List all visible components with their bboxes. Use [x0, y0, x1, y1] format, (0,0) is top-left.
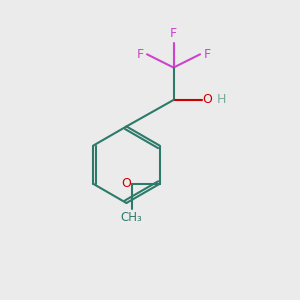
Text: CH₃: CH₃ [121, 211, 142, 224]
Text: F: F [136, 48, 143, 61]
Text: O: O [121, 177, 131, 190]
Text: F: F [204, 48, 211, 61]
Text: F: F [170, 27, 177, 40]
Text: H: H [217, 93, 226, 106]
Text: O: O [202, 93, 212, 106]
